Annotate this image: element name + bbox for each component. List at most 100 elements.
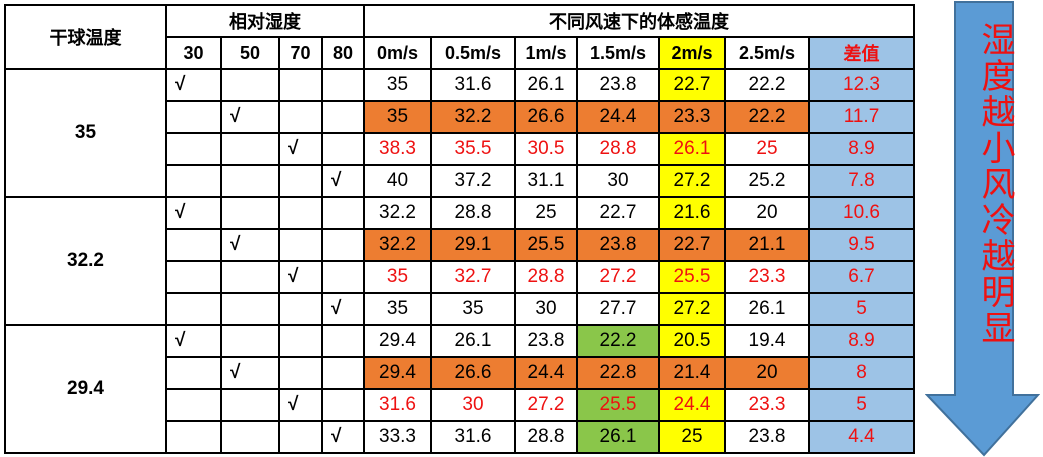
speed-col-header: 0m/s bbox=[363, 36, 432, 70]
humidity-check-cell bbox=[321, 132, 365, 166]
humidity-col-header: 70 bbox=[278, 36, 323, 70]
dry-bulb-value: 32.2 bbox=[4, 196, 167, 326]
feel-temp-cell: 30 bbox=[576, 164, 660, 198]
check-mark: √ bbox=[165, 196, 222, 230]
feel-temp-cell: 30 bbox=[514, 292, 578, 326]
feel-temp-cell: 26.6 bbox=[514, 100, 578, 134]
table-row: √ 29.4 26.6 24.4 22.8 21.4 20 8 bbox=[5, 356, 915, 390]
feel-temp-cell: 21.1 bbox=[724, 228, 810, 262]
diff-cell: 5 bbox=[808, 388, 915, 422]
feel-temp-cell: 33.3 bbox=[363, 420, 432, 454]
humidity-check-cell bbox=[278, 420, 323, 454]
humidity-check-cell bbox=[220, 196, 280, 230]
feel-temp-cell: 31.1 bbox=[514, 164, 578, 198]
feel-temp-cell: 19.4 bbox=[724, 324, 810, 358]
speed-col-header: 0.5m/s bbox=[430, 36, 516, 70]
feel-temp-cell: 24.4 bbox=[514, 356, 578, 390]
diff-cell: 4.4 bbox=[808, 420, 915, 454]
feel-temp-cell: 26.6 bbox=[430, 356, 516, 390]
feel-temp-cell: 31.6 bbox=[430, 68, 516, 102]
humidity-check-cell bbox=[321, 324, 365, 358]
humidity-check-cell bbox=[278, 228, 323, 262]
dry-bulb-value: 35 bbox=[4, 68, 167, 198]
feel-temp-cell: 23.3 bbox=[724, 388, 810, 422]
check-mark: √ bbox=[220, 228, 280, 262]
humidity-check-cell bbox=[165, 228, 222, 262]
feel-temp-cell: 28.8 bbox=[514, 420, 578, 454]
feel-temp-cell: 22.7 bbox=[576, 196, 660, 230]
feel-temp-cell: 29.1 bbox=[430, 228, 516, 262]
feel-temp-cell: 20 bbox=[724, 356, 810, 390]
feel-temp-cell: 25.2 bbox=[724, 164, 810, 198]
humidity-check-cell bbox=[321, 100, 365, 134]
feel-temp-cell: 27.2 bbox=[514, 388, 578, 422]
feel-temp-cell: 22.7 bbox=[658, 68, 726, 102]
feel-temp-cell: 25.5 bbox=[658, 260, 726, 294]
humidity-check-cell bbox=[220, 324, 280, 358]
humidity-check-cell bbox=[321, 228, 365, 262]
humidity-check-cell bbox=[321, 388, 365, 422]
dry-bulb-header: 干球温度 bbox=[4, 4, 167, 70]
humidity-check-cell bbox=[278, 292, 323, 326]
feel-temp-cell: 28.8 bbox=[514, 260, 578, 294]
feel-temp-cell: 20.5 bbox=[658, 324, 726, 358]
feel-temp-cell: 35 bbox=[363, 292, 432, 326]
check-mark: √ bbox=[165, 68, 222, 102]
humidity-check-cell bbox=[321, 356, 365, 390]
humidity-check-cell bbox=[165, 388, 222, 422]
feel-temp-cell: 26.1 bbox=[658, 132, 726, 166]
feel-temp-cell: 22.8 bbox=[576, 356, 660, 390]
feel-temp-cell: 25 bbox=[724, 132, 810, 166]
table-row: √ 35 32.7 28.8 27.2 25.5 23.3 6.7 bbox=[5, 260, 915, 294]
table-row: √ 33.3 31.6 28.8 26.1 25 23.8 4.4 bbox=[5, 420, 915, 454]
diff-cell: 8 bbox=[808, 356, 915, 390]
feel-temp-cell: 23.8 bbox=[724, 420, 810, 454]
feel-temp-cell: 23.3 bbox=[724, 260, 810, 294]
humidity-check-cell bbox=[165, 420, 222, 454]
feel-temp-cell: 21.4 bbox=[658, 356, 726, 390]
diff-cell: 5 bbox=[808, 292, 915, 326]
feel-temp-cell: 21.6 bbox=[658, 196, 726, 230]
table-row: √ 35 35 30 27.7 27.2 26.1 5 bbox=[5, 292, 915, 326]
check-mark: √ bbox=[278, 260, 323, 294]
feel-temp-cell: 37.2 bbox=[430, 164, 516, 198]
humidity-check-cell bbox=[165, 292, 222, 326]
table-row: 32.2 √ 32.2 28.8 25 22.7 21.6 20 10.6 bbox=[4, 196, 915, 326]
feel-temp-cell: 24.4 bbox=[658, 388, 726, 422]
check-mark: √ bbox=[165, 324, 222, 358]
feel-temp-cell: 23.3 bbox=[658, 100, 726, 134]
feel-temp-cell: 31.6 bbox=[430, 420, 516, 454]
table-row: √ 40 37.2 31.1 30 27.2 25.2 7.8 bbox=[5, 164, 915, 198]
feel-temp-cell: 29.4 bbox=[363, 324, 432, 358]
feel-temp-cell: 28.8 bbox=[430, 196, 516, 230]
check-mark: √ bbox=[321, 420, 365, 454]
humidity-check-cell bbox=[165, 100, 222, 134]
diff-cell: 9.5 bbox=[808, 228, 915, 262]
humidity-col-header: 50 bbox=[220, 36, 280, 70]
feel-temp-cell: 35 bbox=[430, 292, 516, 326]
humidity-check-cell bbox=[278, 68, 323, 102]
table-row: 35 √ 35 31.6 26.1 23.8 22.7 22.2 12.3 bbox=[4, 68, 915, 198]
feel-temp-cell: 24.4 bbox=[576, 100, 660, 134]
humidity-check-cell bbox=[165, 356, 222, 390]
humidity-check-cell bbox=[220, 68, 280, 102]
check-mark: √ bbox=[278, 132, 323, 166]
feel-temp-cell: 23.8 bbox=[576, 68, 660, 102]
feel-temp-cell: 23.8 bbox=[576, 228, 660, 262]
speed-col-header: 2m/s bbox=[658, 36, 726, 70]
humidity-check-cell bbox=[220, 420, 280, 454]
feel-temp-cell: 22.7 bbox=[658, 228, 726, 262]
humidity-check-cell bbox=[278, 356, 323, 390]
humidity-check-cell bbox=[220, 292, 280, 326]
diff-cell: 10.6 bbox=[808, 196, 915, 230]
feel-temp-cell: 25.5 bbox=[514, 228, 578, 262]
feel-temp-cell: 30 bbox=[430, 388, 516, 422]
humidity-check-cell bbox=[220, 164, 280, 198]
speed-col-header: 2.5m/s bbox=[724, 36, 810, 70]
feel-temp-cell: 28.8 bbox=[576, 132, 660, 166]
feel-temp-cell: 35.5 bbox=[430, 132, 516, 166]
feel-temp-cell: 35 bbox=[363, 260, 432, 294]
feel-temp-cell: 25 bbox=[514, 196, 578, 230]
feel-temp-cell: 35 bbox=[363, 100, 432, 134]
feel-temp-cell: 35 bbox=[363, 68, 432, 102]
